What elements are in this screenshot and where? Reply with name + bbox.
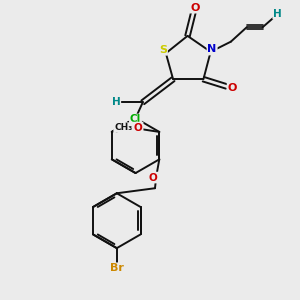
Text: H: H: [112, 97, 120, 107]
Text: N: N: [208, 44, 217, 55]
Text: O: O: [228, 83, 237, 93]
Text: Cl: Cl: [130, 115, 141, 124]
Text: O: O: [134, 123, 142, 133]
Text: H: H: [273, 9, 282, 19]
Text: O: O: [190, 3, 200, 13]
Text: O: O: [148, 172, 157, 182]
Text: S: S: [159, 45, 167, 55]
Text: Br: Br: [110, 263, 124, 273]
Text: CH₃: CH₃: [114, 123, 132, 132]
